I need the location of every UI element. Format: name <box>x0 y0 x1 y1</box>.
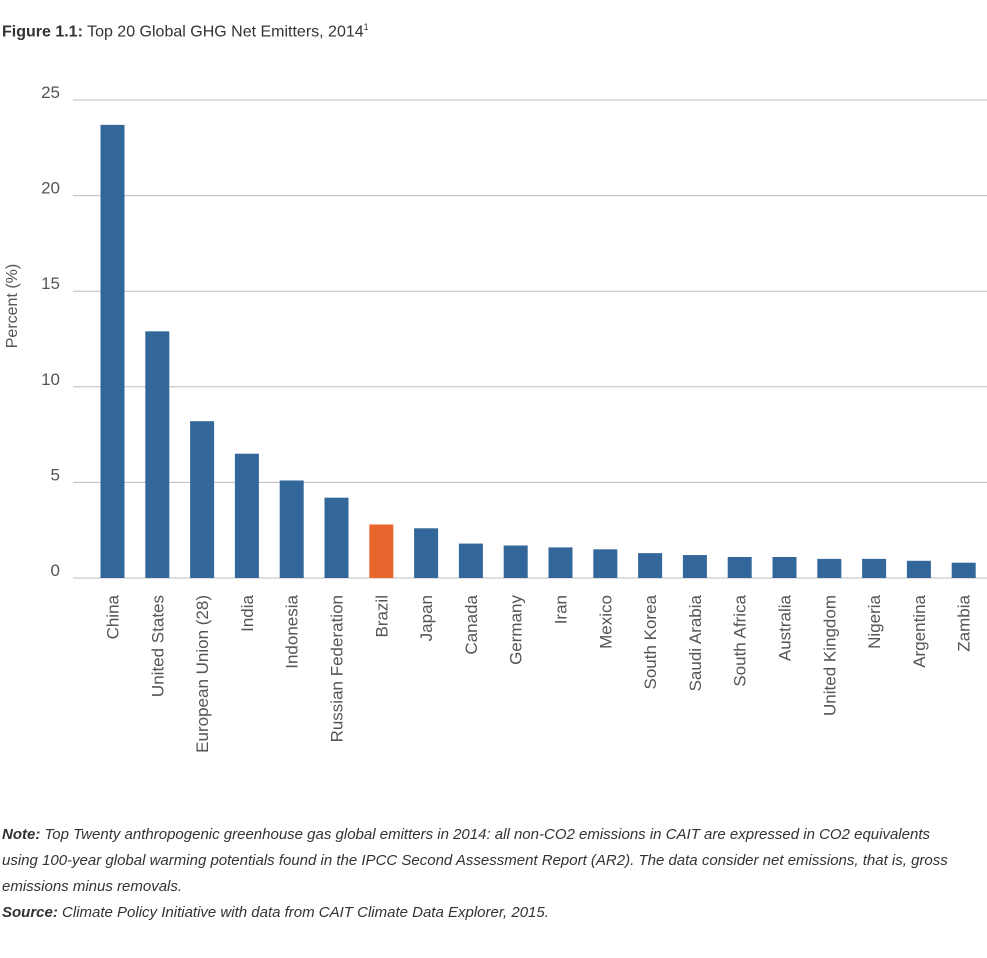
x-tick-label: Australia <box>776 594 795 661</box>
x-tick-label: Iran <box>552 595 571 624</box>
x-tick-label: Russian Federation <box>328 595 347 742</box>
x-tick-label: South Korea <box>641 594 660 689</box>
bar-united-kingdom <box>817 558 842 578</box>
bar-saudi-arabia <box>682 555 707 578</box>
bar-south-africa <box>727 556 752 578</box>
x-tick-label: India <box>238 594 257 631</box>
bar-india <box>234 453 259 578</box>
notes-block: Note: Top Twenty anthropogenic greenhous… <box>2 822 962 926</box>
bar-mexico <box>593 549 618 578</box>
source-text: Climate Policy Initiative with data from… <box>62 904 549 921</box>
note-text: Top Twenty anthropogenic greenhouse gas … <box>2 826 948 895</box>
figure-label: Figure 1.1: <box>2 23 83 41</box>
x-tick-label: Canada <box>462 594 481 654</box>
bars <box>100 124 976 578</box>
x-tick-label: United Kingdom <box>820 595 839 716</box>
bar-european-union-28 <box>190 421 215 578</box>
x-tick-label: Mexico <box>596 595 615 649</box>
bar-argentina <box>906 560 931 578</box>
y-tick-label: 0 <box>51 561 60 580</box>
x-tick-label: Nigeria <box>865 594 884 648</box>
source-label: Source: <box>2 904 58 921</box>
x-tick-label: Indonesia <box>283 594 302 668</box>
x-tick-label: Argentina <box>910 594 929 667</box>
note-paragraph: Note: Top Twenty anthropogenic greenhous… <box>2 822 962 900</box>
y-tick-label: 5 <box>51 465 60 484</box>
y-axis-label: Percent (%) <box>4 264 21 348</box>
bar-nigeria <box>862 558 887 578</box>
figure-title-text: Top 20 Global GHG Net Emitters, 2014 <box>87 23 364 41</box>
y-tick-label: 15 <box>41 274 60 293</box>
note-label: Note: <box>2 826 41 843</box>
y-tick-labels: 0 5 10 15 20 25 <box>41 83 60 580</box>
bar-brazil <box>369 524 394 578</box>
x-tick-label: China <box>104 594 123 639</box>
x-tick-label: Saudi Arabia <box>686 594 705 691</box>
x-tick-label: Brazil <box>372 595 391 638</box>
figure-title: Figure 1.1: Top 20 Global GHG Net Emitte… <box>2 22 369 41</box>
bar-russian-federation <box>324 497 349 578</box>
x-tick-label: United States <box>148 595 167 697</box>
bar-zambia <box>951 562 976 578</box>
bar-china <box>100 124 125 578</box>
bar-germany <box>503 545 528 578</box>
x-tick-labels: China United States European Union (28) Ind… <box>104 594 974 752</box>
x-tick-label: Zambia <box>955 594 974 651</box>
x-tick-label: European Union (28) <box>193 595 212 753</box>
x-tick-label: South Africa <box>731 594 750 686</box>
bar-australia <box>772 556 797 578</box>
bar-japan <box>414 528 439 578</box>
y-tick-label: 10 <box>41 370 60 389</box>
x-tick-label: Japan <box>417 595 436 641</box>
footnote-mark: 1 <box>363 22 369 32</box>
bar-chart: 0 5 10 15 20 25 China United States European Un… <box>4 83 987 753</box>
y-tick-label: 20 <box>41 179 60 198</box>
bar-united-states <box>145 331 170 578</box>
bar-iran <box>548 547 573 578</box>
x-tick-label: Germany <box>507 595 526 665</box>
bar-south-korea <box>638 553 663 578</box>
bar-canada <box>458 543 483 578</box>
source-paragraph: Source: Climate Policy Initiative with d… <box>2 900 962 926</box>
y-tick-label: 25 <box>41 83 60 102</box>
bar-indonesia <box>279 480 304 578</box>
